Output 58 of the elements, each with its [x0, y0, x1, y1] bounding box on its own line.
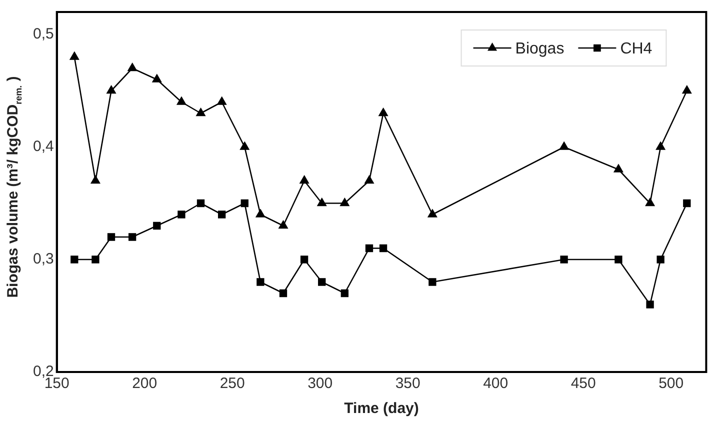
point: [365, 244, 374, 252]
point: [128, 63, 137, 72]
point: [614, 164, 623, 172]
x-tick-label: 150: [44, 375, 70, 392]
x-axis-title: Time (day): [344, 400, 419, 418]
point: [106, 86, 116, 94]
point: [196, 108, 206, 116]
point: [218, 210, 226, 218]
x-tick-label: 500: [658, 375, 684, 392]
point: [428, 278, 436, 286]
point: [107, 233, 116, 241]
point: [656, 256, 664, 264]
point: [92, 256, 100, 264]
point: [682, 86, 692, 94]
point: [340, 289, 349, 298]
point: [646, 300, 654, 308]
point: [300, 256, 308, 264]
point: [240, 199, 248, 208]
point: [614, 256, 622, 264]
point: [683, 199, 691, 208]
point: [645, 198, 655, 206]
point: [279, 289, 288, 298]
y-tick-label: 0,3: [32, 250, 54, 268]
y-tick-label: 0,4: [32, 138, 54, 156]
point: [317, 198, 326, 206]
x-tick-label: 200: [132, 375, 158, 392]
point: [176, 96, 186, 105]
point: [318, 278, 326, 286]
x-tick-label: 400: [483, 375, 508, 392]
point: [379, 244, 388, 252]
point: [256, 209, 265, 218]
point: [656, 142, 666, 150]
point: [340, 198, 350, 206]
x-tick-label: 450: [570, 375, 596, 392]
point: [278, 220, 288, 229]
point: [196, 199, 205, 208]
point: [428, 209, 437, 218]
point: [152, 74, 162, 82]
legend-label: CH4: [620, 40, 652, 58]
point: [364, 176, 374, 184]
point: [560, 142, 569, 150]
point: [128, 233, 136, 241]
point: [70, 256, 78, 264]
x-tick-label: 250: [220, 375, 245, 392]
point: [560, 256, 568, 264]
point: [300, 176, 309, 184]
point: [256, 278, 264, 286]
point: [178, 210, 186, 218]
x-tick-label: 350: [395, 375, 420, 392]
y-tick-label: 0,5: [32, 26, 54, 43]
point: [90, 176, 100, 184]
point: [70, 52, 79, 60]
legend-label: Biogas: [515, 40, 564, 58]
point: [153, 222, 161, 230]
point: [378, 108, 388, 116]
x-tick-label: 300: [308, 375, 333, 392]
point: [217, 96, 226, 105]
point: [240, 142, 250, 150]
